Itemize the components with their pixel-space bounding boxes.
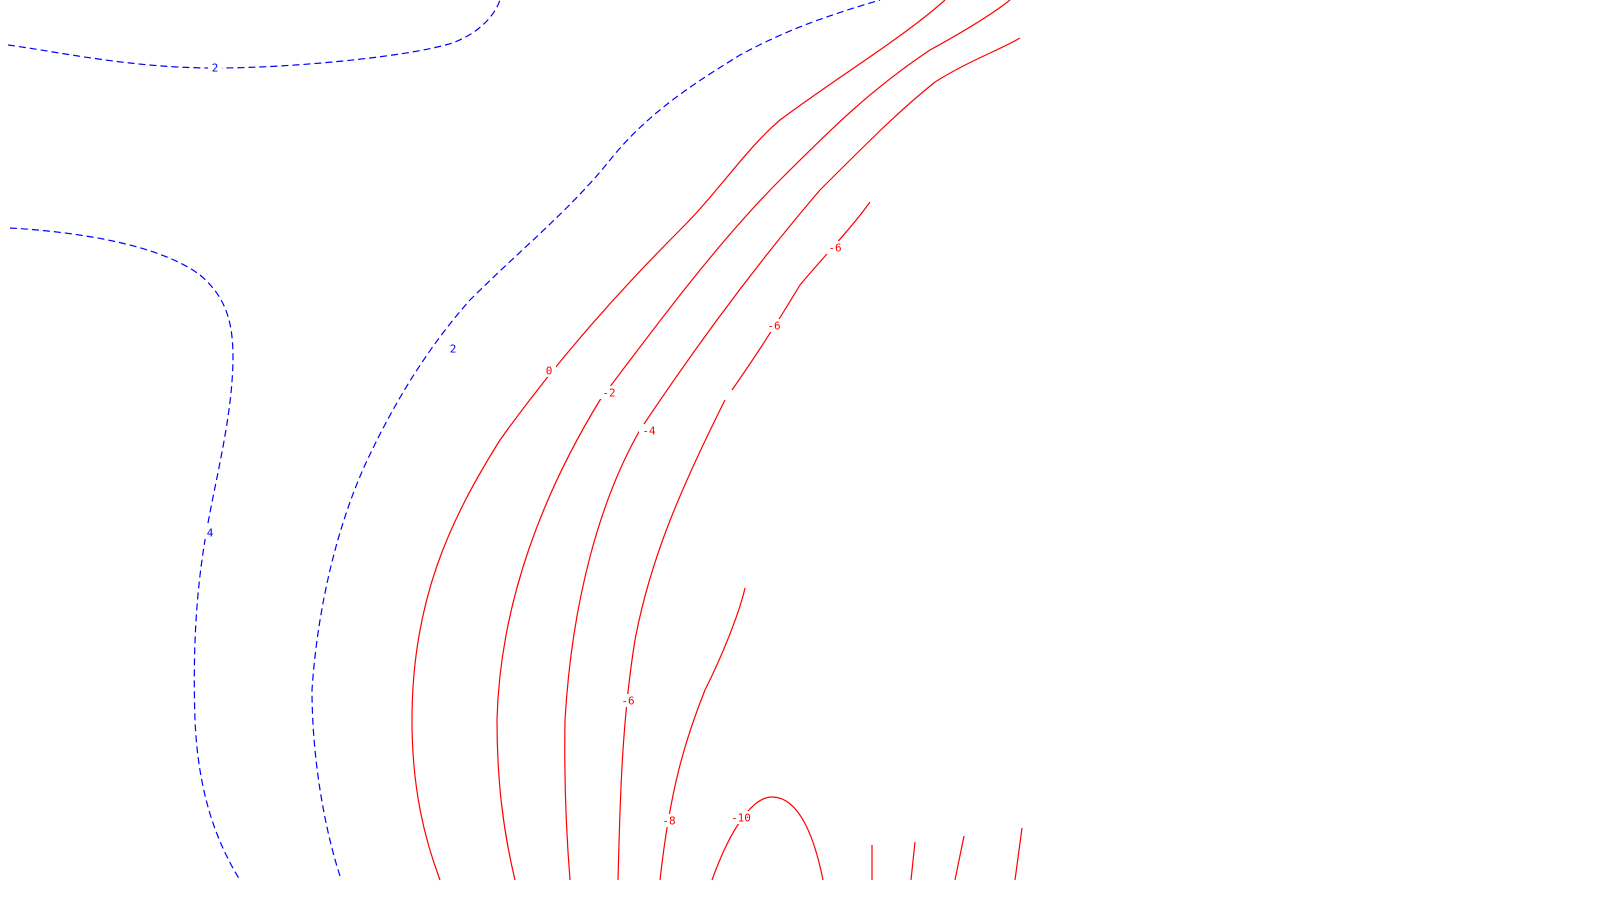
contour-line-minus2	[496, 0, 1011, 881]
contour-line-plus2-top	[7, 0, 501, 69]
contour-label-minus4: -4	[642, 425, 656, 438]
contour-line-plus4	[9, 227, 241, 881]
contour-line-stub-3	[954, 835, 965, 881]
contour-line-0	[411, 0, 946, 881]
contour-label-minus6-upper: -6	[828, 242, 841, 255]
contour-line-minus10	[711, 796, 824, 881]
contour-line-minus4	[564, 37, 1021, 881]
contour-line-minus6-lower	[617, 399, 726, 881]
positive-labels: 2 2 4	[203, 61, 460, 540]
contour-label-plus4: 4	[207, 527, 214, 540]
contour-label-plus2-diagonal: 2	[450, 343, 457, 356]
negative-contours	[411, 0, 1023, 881]
contour-label-0: 0	[546, 365, 553, 378]
contour-line-stub-4	[1014, 827, 1023, 881]
negative-labels: 0 -2 -4 -6 -6 -6 -8 -10	[542, 241, 845, 828]
contour-line-minus8	[659, 587, 746, 881]
contour-label-minus6-middle: -6	[767, 320, 780, 333]
contour-label-minus6-lower: -6	[621, 695, 634, 708]
contour-label-plus2-top: 2	[212, 62, 219, 75]
contour-line-plus2-diagonal	[311, 0, 881, 877]
contour-line-stub-2	[910, 841, 916, 881]
positive-contours	[7, 0, 881, 881]
contour-label-minus10: -10	[731, 812, 751, 825]
contour-line-minus6-upper	[731, 201, 871, 391]
contour-label-minus2: -2	[602, 387, 615, 400]
contour-label-minus8: -8	[662, 815, 675, 828]
